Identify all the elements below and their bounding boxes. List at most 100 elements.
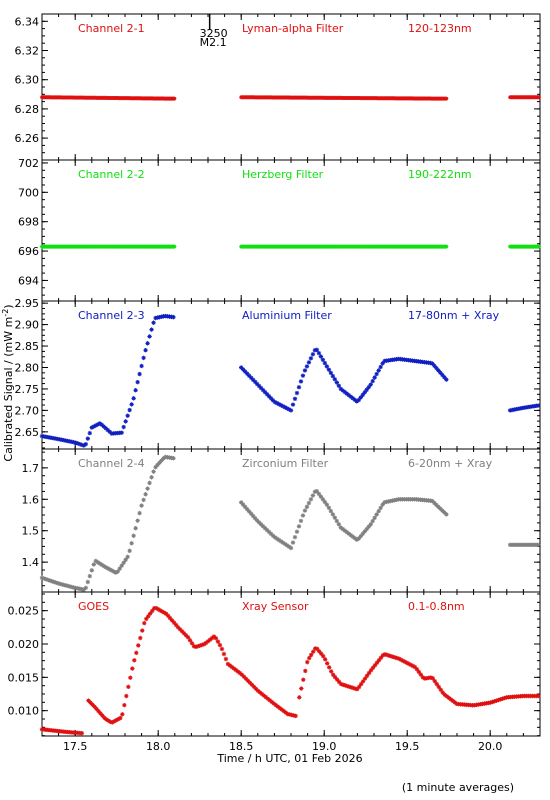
data-point bbox=[304, 504, 310, 510]
data-point bbox=[334, 677, 340, 682]
data-point bbox=[272, 399, 278, 405]
data-point bbox=[266, 394, 272, 399]
data-point bbox=[444, 694, 449, 699]
data-point bbox=[169, 618, 175, 623]
data-point bbox=[156, 607, 161, 612]
data-point bbox=[434, 365, 439, 371]
data-point bbox=[314, 489, 320, 494]
data-point bbox=[364, 526, 369, 532]
data-point bbox=[73, 440, 79, 445]
data-point bbox=[239, 672, 245, 677]
data-point bbox=[304, 364, 310, 369]
data-point bbox=[376, 658, 382, 663]
data-point bbox=[172, 244, 177, 249]
data-point bbox=[149, 475, 154, 480]
data-point bbox=[116, 716, 121, 722]
data-point bbox=[316, 350, 322, 356]
data-point bbox=[113, 570, 118, 575]
data-point bbox=[123, 557, 128, 563]
data-point bbox=[362, 676, 368, 681]
data-point bbox=[161, 456, 166, 461]
data-point bbox=[154, 605, 159, 611]
panel-label: Lyman-alpha Filter bbox=[242, 22, 344, 35]
data-point bbox=[274, 536, 280, 541]
data-point bbox=[171, 456, 176, 461]
data-point bbox=[252, 516, 258, 521]
data-point bbox=[488, 700, 493, 705]
data-point bbox=[101, 563, 106, 569]
data-point bbox=[253, 686, 259, 691]
data-point bbox=[244, 507, 250, 512]
data-point bbox=[301, 677, 306, 682]
panel-2: 694 696 698 700 702 Channel 2-2 Herzberg Filte… bbox=[18, 157, 542, 302]
data-point bbox=[286, 407, 292, 412]
data-point bbox=[55, 581, 61, 586]
data-point bbox=[537, 95, 542, 100]
data-point bbox=[145, 341, 150, 346]
data-point bbox=[328, 508, 334, 514]
data-point bbox=[328, 669, 334, 674]
data-point bbox=[131, 396, 136, 401]
data-point bbox=[144, 616, 149, 622]
data-point bbox=[139, 503, 144, 508]
data-point bbox=[266, 529, 272, 535]
data-point bbox=[104, 717, 109, 722]
data-point bbox=[111, 569, 116, 574]
data-point bbox=[356, 536, 361, 541]
series-segment-2 bbox=[239, 244, 449, 249]
data-point bbox=[354, 687, 360, 692]
data-point bbox=[191, 644, 197, 649]
x-axis-title: Time / h UTC, 01 Feb 2026 bbox=[216, 752, 362, 765]
data-point bbox=[313, 646, 318, 651]
y-tick-label: 700 bbox=[18, 186, 39, 199]
data-point bbox=[372, 663, 378, 668]
data-point bbox=[112, 719, 117, 724]
data-point bbox=[205, 639, 211, 644]
panel-label: 190-222nm bbox=[408, 168, 472, 181]
data-point bbox=[219, 646, 225, 652]
data-point bbox=[366, 670, 372, 676]
data-point bbox=[336, 679, 342, 685]
data-point bbox=[109, 568, 114, 573]
data-point bbox=[138, 635, 143, 641]
data-point bbox=[241, 674, 247, 679]
series-segment-1 bbox=[40, 244, 177, 249]
data-point bbox=[88, 700, 93, 705]
data-point bbox=[309, 652, 314, 657]
data-point bbox=[412, 664, 418, 670]
y-axis-title-main: Calibrated Signal / (mW m bbox=[2, 317, 15, 462]
data-point bbox=[368, 522, 373, 527]
data-point bbox=[256, 383, 262, 389]
data-point bbox=[201, 642, 207, 647]
data-point bbox=[237, 670, 243, 676]
series-segment-2 bbox=[239, 489, 449, 551]
data-point bbox=[444, 512, 449, 517]
data-point bbox=[305, 659, 310, 665]
data-point bbox=[41, 576, 47, 581]
data-point bbox=[318, 354, 324, 359]
data-point bbox=[90, 702, 95, 707]
data-point bbox=[498, 697, 503, 702]
data-point bbox=[271, 701, 276, 706]
data-point bbox=[257, 690, 262, 695]
data-point bbox=[404, 660, 410, 666]
data-point bbox=[330, 672, 336, 677]
data-point bbox=[296, 385, 302, 390]
data-point bbox=[276, 402, 282, 407]
data-point bbox=[102, 715, 107, 721]
data-point bbox=[300, 373, 306, 378]
data-point bbox=[370, 665, 376, 670]
panel-label: 120-123nm bbox=[408, 22, 472, 35]
data-point bbox=[275, 704, 280, 709]
panel-3: 2.65 2.70 2.75 2.80 2.85 2.90 2.95 Channel 2-3 A… bbox=[15, 297, 541, 450]
data-point bbox=[136, 643, 141, 648]
data-point bbox=[199, 642, 205, 648]
data-point bbox=[67, 584, 73, 589]
data-point bbox=[318, 494, 324, 499]
data-point bbox=[444, 377, 449, 382]
data-point bbox=[79, 442, 85, 448]
data-point bbox=[311, 649, 316, 654]
data-point bbox=[185, 635, 191, 640]
data-point bbox=[350, 685, 356, 691]
data-point bbox=[203, 640, 209, 646]
